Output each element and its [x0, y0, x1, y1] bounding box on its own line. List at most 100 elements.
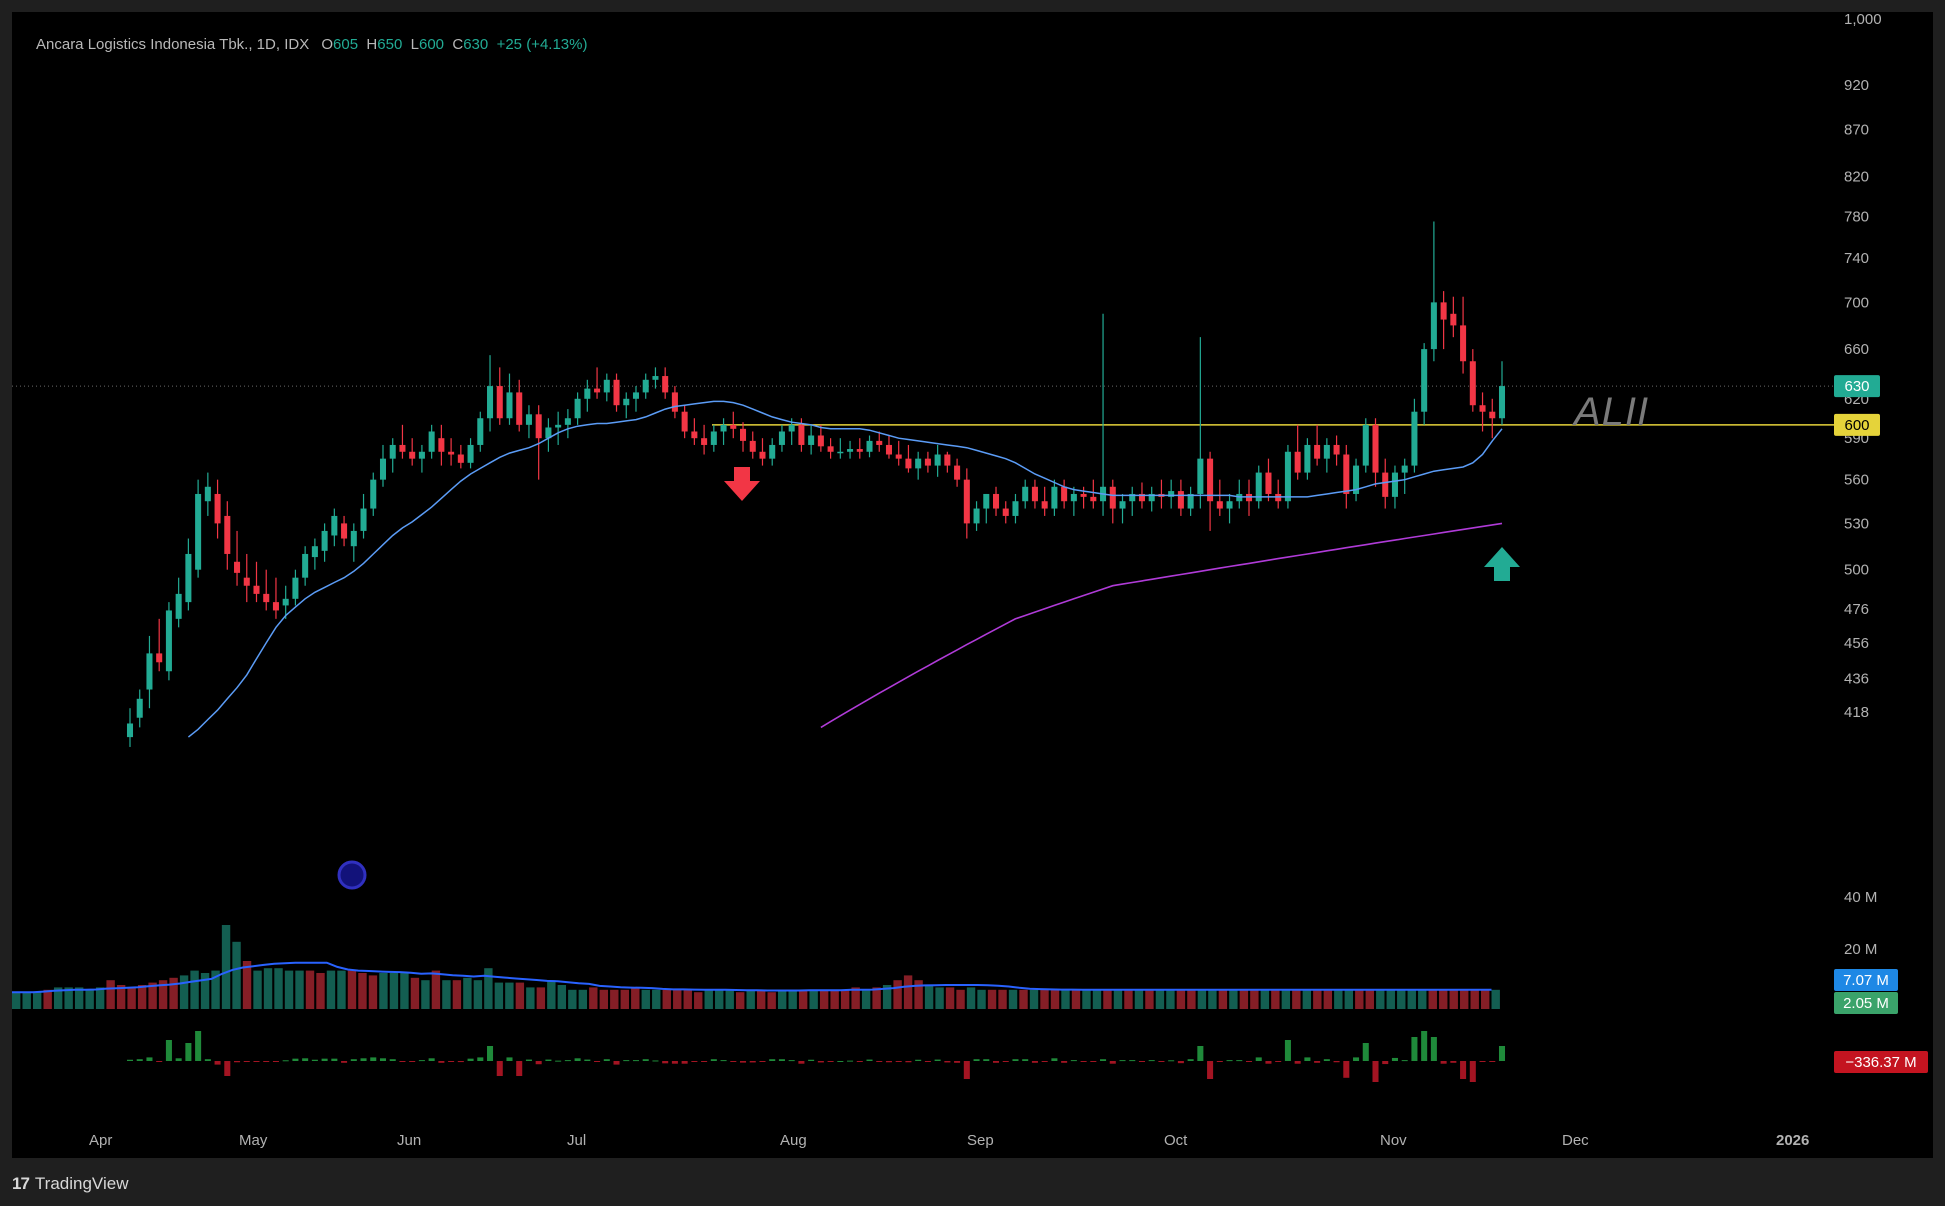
- time-tick-label: Jun: [397, 1132, 421, 1149]
- moving-average-fast: [187, 400, 1503, 738]
- flow-bar: [613, 1061, 620, 1065]
- candle: [146, 635, 153, 709]
- candle-body: [1119, 501, 1126, 509]
- volume-bar: [809, 989, 818, 1009]
- candle: [448, 438, 455, 466]
- brand-name: TradingView: [34, 1174, 129, 1193]
- volume-bar: [819, 989, 829, 1009]
- candle-body: [662, 376, 669, 393]
- volume-bar: [1166, 989, 1175, 1009]
- volume-bar: [1386, 989, 1395, 1009]
- volume-bar: [64, 987, 73, 1009]
- candle-body: [963, 479, 970, 524]
- flow-bar: [321, 1058, 328, 1061]
- candle: [915, 451, 922, 480]
- candle: [623, 392, 630, 419]
- event-badge-icon[interactable]: [337, 860, 367, 890]
- candle-body: [613, 379, 620, 406]
- volume-bar: [610, 989, 619, 1009]
- flow-bar: [963, 1061, 970, 1079]
- volume-bar: [274, 968, 283, 1009]
- volume-bar: [652, 989, 661, 1009]
- volume-bar: [43, 989, 52, 1009]
- flow-bar: [1216, 1061, 1223, 1062]
- candle: [438, 424, 445, 466]
- candle-body: [496, 386, 503, 419]
- volume-tag-text: 2.05 M: [1843, 995, 1889, 1012]
- open-label: O: [321, 36, 334, 53]
- volume-bar: [882, 985, 892, 1009]
- volume-bar: [725, 989, 734, 1009]
- volume-bar: [484, 968, 493, 1009]
- volume-bar: [1334, 989, 1343, 1009]
- volume-bar: [1344, 989, 1353, 1009]
- candle-body: [710, 431, 717, 445]
- candle: [1450, 296, 1457, 338]
- candle: [1226, 493, 1233, 524]
- candle: [1245, 479, 1253, 516]
- candle: [1012, 493, 1019, 524]
- candle-body: [214, 493, 221, 524]
- candle: [156, 618, 163, 672]
- volume-bar: [284, 970, 294, 1009]
- volume-bar: [1491, 989, 1500, 1009]
- flow-bar: [311, 1059, 318, 1061]
- volume-bar: [851, 987, 860, 1009]
- time-tick-label: Apr: [89, 1132, 112, 1149]
- candle: [1090, 479, 1097, 509]
- candle-body: [817, 435, 824, 447]
- volume-bar: [1439, 989, 1448, 1009]
- candle: [837, 438, 844, 459]
- tradingview-footer[interactable]: 17 TradingView: [12, 1170, 128, 1198]
- flow-bar: [438, 1061, 445, 1063]
- candle: [253, 561, 260, 603]
- candle-body: [1012, 501, 1019, 516]
- flow-bar: [720, 1060, 727, 1062]
- candle: [350, 523, 357, 562]
- volume-bar: [788, 989, 797, 1009]
- candles-series[interactable]: [126, 221, 1506, 747]
- price-chart[interactable]: 1,00092087082078074070066062059056053050…: [12, 12, 1933, 1158]
- candle: [1187, 486, 1194, 516]
- volume-bar: [987, 989, 997, 1009]
- candle: [243, 553, 250, 603]
- flow-tag-bg: [1834, 1051, 1928, 1073]
- volume-bar: [368, 975, 378, 1009]
- time-axis[interactable]: Apr May Jun Jul Aug Sep Oct Nov Dec 2026: [89, 1132, 1809, 1149]
- volume-bar: [715, 989, 724, 1009]
- flow-bar: [1168, 1060, 1175, 1062]
- candle-body: [1498, 386, 1506, 419]
- candle: [1284, 444, 1291, 509]
- candle: [224, 501, 231, 570]
- candle: [1498, 361, 1506, 425]
- volume-bar: [673, 989, 682, 1009]
- high-value: 650: [377, 36, 403, 53]
- candle-body: [1070, 493, 1077, 502]
- flow-bar: [642, 1059, 649, 1061]
- candle-body: [1304, 444, 1311, 473]
- flow-bar: [866, 1059, 873, 1061]
- flow-bar: [954, 1061, 961, 1063]
- candle: [1353, 458, 1360, 502]
- candle: [389, 438, 396, 473]
- candle: [895, 440, 902, 466]
- flow-bar: [555, 1060, 562, 1062]
- volume-bar: [578, 989, 588, 1009]
- candle: [1304, 438, 1311, 480]
- candle-body: [1411, 411, 1418, 466]
- flow-bar: [1460, 1061, 1467, 1079]
- flow-bar: [1265, 1061, 1272, 1064]
- volume-bar: [148, 982, 157, 1009]
- candle: [769, 438, 776, 466]
- candle: [321, 523, 328, 562]
- volume-bar: [190, 970, 199, 1009]
- level-price-tag-bg: [1834, 413, 1880, 436]
- price-axis[interactable]: 1,00092087082078074070066062059056053050…: [1844, 12, 1882, 958]
- candle: [691, 418, 698, 445]
- candle-body: [467, 444, 474, 463]
- candle-body: [564, 418, 571, 425]
- flow-bar: [165, 1040, 172, 1061]
- candle-body: [350, 530, 357, 547]
- volume-bar: [1092, 989, 1102, 1009]
- candle: [1314, 424, 1321, 466]
